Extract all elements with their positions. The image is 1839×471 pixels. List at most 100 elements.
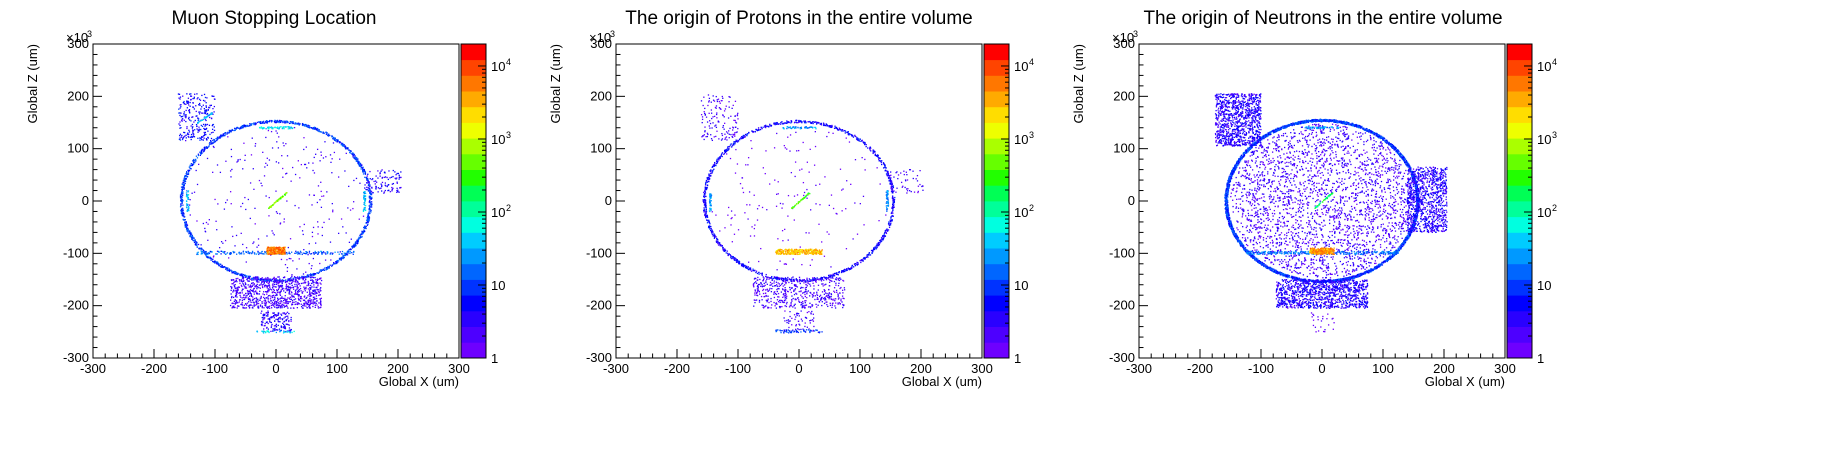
heatmap-cell [283,252,285,254]
heatmap-cell [361,166,363,169]
heatmap-cell [711,166,714,168]
heatmap-cell [328,218,330,220]
heatmap-cell [708,180,710,183]
heatmap-cell [265,280,267,282]
heatmap-cell [262,319,264,321]
heatmap-cell [215,261,217,263]
heatmap-cell [269,294,271,297]
heatmap-cell [279,284,281,287]
heatmap-cell [275,304,277,307]
heatmap-cell [367,214,370,217]
heatmap-cell [882,167,885,169]
heatmap-cell [202,112,204,114]
heatmap-cell [331,264,334,266]
heatmap-cell [755,128,757,131]
heatmap-cell [707,220,709,222]
heatmap-cell [368,211,370,213]
heatmap-cell [710,175,712,177]
heatmap-cell [282,288,284,290]
heatmap-cell [278,328,281,330]
heatmap-cell [364,204,367,207]
heatmap-cell [241,285,243,288]
heatmap-cell [717,244,720,246]
heatmap-cell [274,121,276,124]
region-ellipse-fill-2 [188,126,365,279]
heatmap-cell [290,258,292,260]
heatmap-cell [212,108,214,110]
heatmap-cell [868,254,870,256]
heatmap-cell [247,290,250,292]
heatmap-cell [282,126,284,129]
heatmap-cell [365,227,367,230]
heatmap-cell [799,246,801,248]
heatmap-cell [185,195,188,197]
heatmap-cell [707,178,709,181]
heatmap-cell [304,280,306,282]
heatmap-cell [861,259,863,261]
heatmap-cell [306,291,308,293]
heatmap-cell [704,205,706,207]
heatmap-cell [250,294,253,296]
heatmap-cell [827,274,830,277]
heatmap-cell [259,279,261,281]
heatmap-cell [269,120,271,122]
heatmap-cell [188,233,190,235]
heatmap-cell [715,240,718,242]
heatmap-cell [267,295,270,297]
heatmap-cell [288,291,290,294]
heatmap-cell [285,299,287,301]
heatmap-cell [242,276,245,279]
heatmap-cell [336,259,339,262]
heatmap-cell [257,307,260,309]
heatmap-cell [374,183,376,185]
heatmap-cell [291,301,294,304]
heatmap-cell [180,203,182,205]
heatmap-cell [204,230,206,232]
heatmap-cell [273,325,276,327]
heatmap-cell [328,134,330,136]
heatmap-cell [706,181,708,183]
heatmap-cell [205,119,207,122]
heatmap-cell [702,199,704,201]
heatmap-cell [332,142,335,144]
heatmap-cell [879,242,881,244]
heatmap-cell [195,105,197,107]
heatmap-cell [182,185,184,188]
heatmap-cell [717,158,720,161]
heatmap-cell [795,119,798,122]
heatmap-cell [296,281,298,283]
heatmap-cell [188,166,191,168]
heatmap-cell [327,265,329,268]
heatmap-cell [294,204,296,207]
heatmap-cell [361,164,363,166]
heatmap-cell [303,252,306,255]
heatmap-cell [848,133,850,135]
heatmap-cell [296,286,298,288]
heatmap-cell [708,225,710,228]
heatmap-cell [384,182,387,184]
heatmap-cell [320,181,322,183]
heatmap-cell [282,304,284,306]
heatmap-cell [298,278,301,280]
heatmap-cell [704,200,707,202]
heatmap-cell [312,280,314,282]
region-ellipse-outline-1 [702,119,896,283]
heatmap-cell [352,207,354,210]
heatmap-cell [264,322,266,325]
heatmap-cell [278,317,280,319]
heatmap-cells [177,93,402,334]
heatmap-cell [263,300,265,302]
heatmap-cell [706,186,708,189]
heatmap-cell [242,276,244,278]
heatmap-cell [710,170,712,172]
heatmap-cell [245,283,247,286]
heatmap-cell [267,251,269,254]
heatmap-cell [315,153,317,155]
heatmap-cell [280,297,282,299]
heatmap-cell [184,222,186,225]
heatmap-cell [274,247,276,249]
heatmap-cell [213,146,215,149]
heatmap-cell [231,295,233,298]
heatmap-cell [245,287,248,289]
heatmap-cell [231,307,233,309]
